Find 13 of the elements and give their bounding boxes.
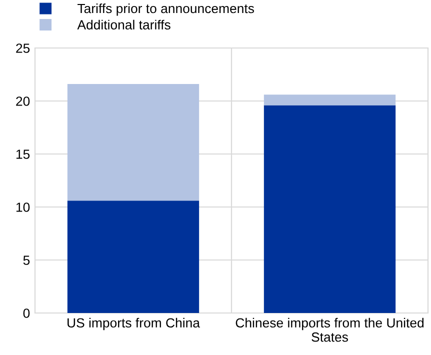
y-tick-label: 5 <box>23 256 30 265</box>
y-tick-label: 10 <box>16 202 30 212</box>
y-tick-label: 0 <box>23 308 30 318</box>
y-tick-label: 20 <box>16 96 30 106</box>
y-tick-label: 15 <box>16 150 30 159</box>
y-tick-label: 25 <box>16 44 30 53</box>
x-tick-label: US imports from China <box>68 318 200 330</box>
x-tick-label: Chinese imports from the United States <box>236 318 424 342</box>
bar <box>67 200 200 313</box>
bar <box>264 94 396 106</box>
legend-label: Additional tariffs <box>77 20 170 30</box>
bar <box>67 84 200 201</box>
legend-label: Tariffs prior to announcements <box>78 3 254 16</box>
